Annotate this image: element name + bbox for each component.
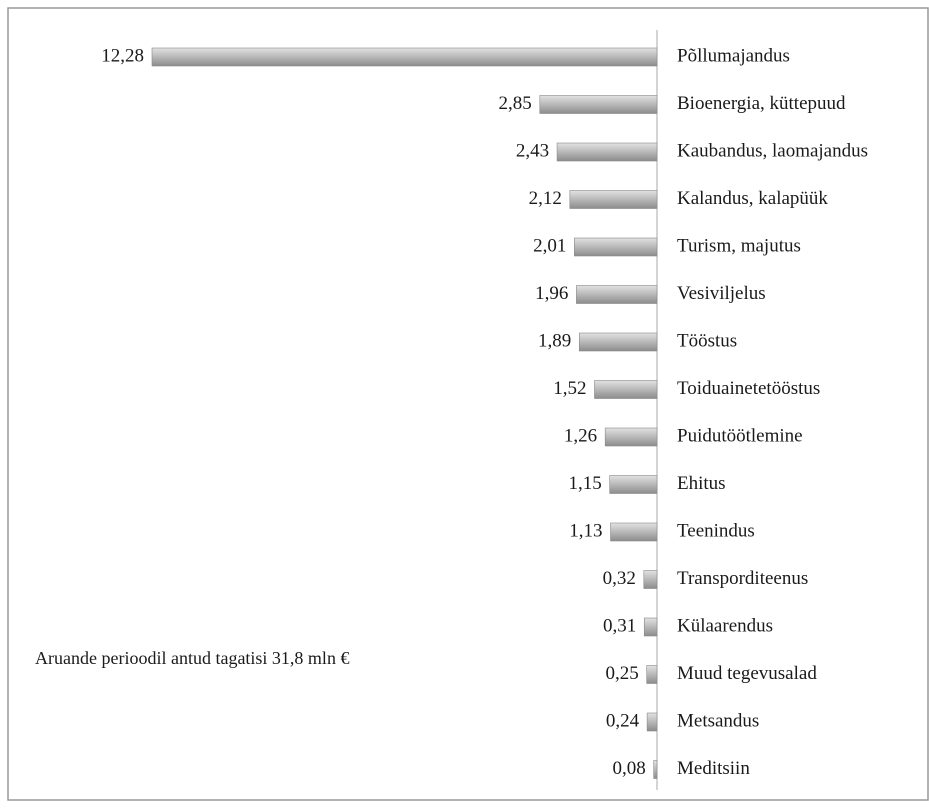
- value-label: 1,13: [569, 520, 602, 541]
- value-label: 2,01: [533, 235, 566, 256]
- bar: [646, 712, 658, 732]
- bar: [643, 570, 658, 589]
- category-label: Transporditeenus: [677, 568, 808, 589]
- value-label: 1,26: [564, 425, 597, 446]
- bar: [594, 380, 658, 399]
- category-label: Ehitus: [677, 473, 726, 494]
- value-label: 0,31: [603, 615, 636, 636]
- category-label: Toiduainetetööstus: [677, 378, 820, 399]
- bar: [569, 190, 658, 209]
- bar: [556, 142, 658, 162]
- value-label: 1,96: [535, 283, 568, 304]
- bar: [646, 665, 658, 684]
- value-label: 1,52: [553, 378, 586, 399]
- bar: [574, 237, 658, 257]
- category-label: Muud tegevusalad: [677, 663, 817, 684]
- category-label: Külaarendus: [677, 615, 773, 636]
- annotation: Aruande perioodil antud tagatisi 31,8 ml…: [35, 648, 349, 668]
- bar: [604, 427, 658, 447]
- bar: [653, 760, 658, 779]
- bar: [610, 522, 658, 542]
- bar: [643, 617, 658, 637]
- value-label: 2,12: [529, 188, 562, 209]
- bar: [578, 332, 658, 352]
- category-label: Puidutöötlemine: [677, 425, 803, 446]
- bar: [576, 285, 658, 304]
- value-label: 0,32: [603, 568, 636, 589]
- bar: [539, 95, 658, 114]
- category-label: Kalandus, kalapüük: [677, 188, 828, 209]
- value-label: 2,43: [516, 140, 549, 161]
- bar: [151, 47, 658, 67]
- category-label: Bioenergia, küttepuud: [677, 93, 846, 114]
- value-label: 1,15: [568, 473, 601, 494]
- value-label: 1,89: [538, 330, 571, 351]
- category-label: Põllumajandus: [677, 45, 790, 66]
- category-label: Meditsiin: [677, 758, 750, 779]
- category-label: Metsandus: [677, 710, 759, 731]
- category-label: Tööstus: [677, 330, 737, 351]
- category-label: Kaubandus, laomajandus: [677, 140, 868, 161]
- category-label: Teenindus: [677, 520, 755, 541]
- value-label: 0,24: [606, 710, 640, 731]
- category-label: Turism, majutus: [677, 235, 801, 256]
- value-label: 0,25: [605, 663, 638, 684]
- frame: [7, 7, 929, 801]
- value-label: 12,28: [101, 45, 144, 66]
- bar: [609, 475, 658, 494]
- category-label: Vesiviljelus: [677, 283, 766, 304]
- value-label: 0,08: [612, 758, 645, 779]
- value-label: 2,85: [499, 93, 532, 114]
